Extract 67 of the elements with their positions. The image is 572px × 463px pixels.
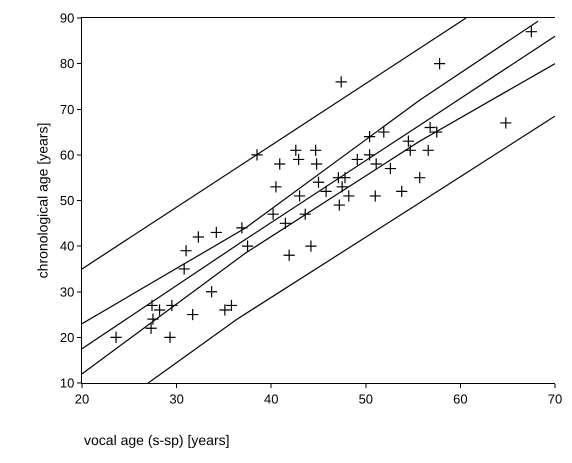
point (351, 153, 364, 166)
point (266, 208, 280, 220)
point (274, 158, 286, 170)
point (320, 185, 332, 198)
x-tick-label: 30 (169, 392, 184, 407)
point (378, 126, 390, 138)
point (310, 158, 323, 170)
point (180, 244, 192, 257)
x-tick-label: 20 (74, 392, 90, 407)
y-tick-label: 20 (60, 330, 74, 345)
point (225, 299, 238, 312)
point (192, 230, 205, 244)
y-tick-label: 40 (60, 238, 74, 254)
point (304, 240, 318, 252)
point (293, 190, 306, 202)
point (178, 262, 190, 276)
point (241, 240, 254, 252)
point (290, 144, 302, 157)
point (236, 222, 248, 234)
x-tick-label: 50 (358, 392, 374, 407)
point (210, 226, 223, 239)
point (186, 308, 199, 321)
point (422, 144, 434, 157)
x-axis-title: vocal age (s-sp) [years] (84, 432, 230, 448)
point (384, 162, 397, 175)
point (146, 312, 160, 326)
point (205, 286, 218, 298)
point (333, 198, 346, 212)
point (500, 116, 512, 130)
point (525, 25, 538, 38)
y-tick-label: 70 (60, 102, 74, 117)
point (414, 171, 426, 184)
point (335, 76, 348, 88)
point (338, 171, 352, 184)
x-tick-label: 60 (453, 392, 468, 407)
point (336, 180, 348, 194)
point (279, 217, 292, 230)
y-tick-label: 30 (60, 284, 74, 300)
y-axis-title: chronological age [years] (34, 122, 51, 278)
point (270, 180, 282, 194)
point (404, 144, 416, 157)
point (292, 153, 305, 166)
y-tick-label: 60 (60, 147, 74, 162)
point (342, 190, 355, 202)
x-tick-label: 70 (548, 392, 562, 407)
point (312, 176, 325, 188)
y-tick-label: 50 (60, 193, 74, 208)
point (370, 158, 382, 170)
point (250, 148, 264, 162)
point (166, 299, 178, 312)
point (396, 185, 408, 198)
point (363, 148, 376, 162)
y-tick-label: 10 (60, 376, 74, 391)
point (110, 331, 122, 344)
point (282, 249, 296, 262)
point (299, 208, 312, 220)
point (433, 57, 446, 70)
y-tick-label: 80 (60, 56, 74, 72)
point (218, 304, 232, 316)
point (369, 190, 382, 202)
point (309, 144, 322, 157)
y-tick-label: 90 (60, 10, 74, 26)
point (144, 322, 158, 334)
x-tick-label: 40 (264, 392, 278, 407)
point (363, 130, 376, 143)
point (402, 134, 415, 148)
point (164, 331, 176, 344)
